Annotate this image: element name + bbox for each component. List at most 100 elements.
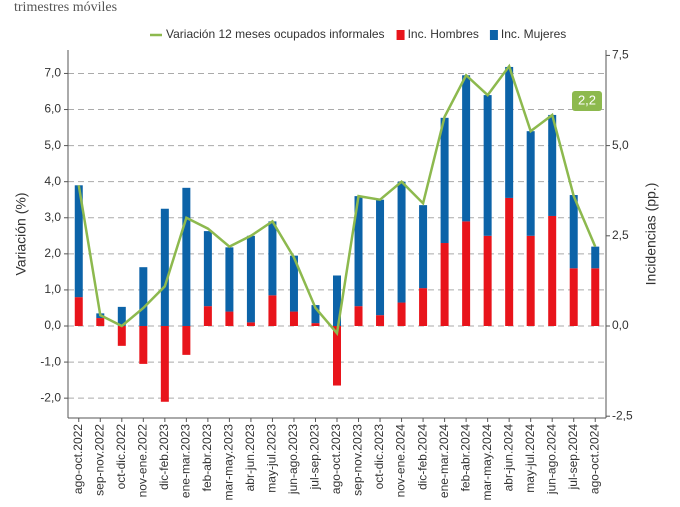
- bar: [117, 326, 126, 346]
- bar: [569, 195, 578, 269]
- x-tick-label: jun-ago.2024: [544, 424, 558, 495]
- bar: [397, 181, 406, 303]
- bar: [483, 95, 492, 236]
- x-tick-label: dic-feb.2023: [157, 424, 171, 490]
- bar: [333, 275, 341, 326]
- annotation: 2,2: [578, 92, 596, 107]
- bar: [246, 235, 255, 323]
- bar: [462, 221, 471, 326]
- bar: [268, 221, 277, 296]
- y-tick-label: 4,0: [44, 174, 61, 188]
- legend-label: Inc. Hombres: [408, 27, 479, 41]
- bar: [376, 315, 385, 326]
- bar: [505, 197, 514, 326]
- bar: [548, 114, 557, 216]
- bar: [354, 196, 363, 307]
- y-tick-label: 0,0: [44, 318, 61, 332]
- bar: [462, 75, 471, 222]
- bar: [160, 326, 169, 402]
- bar: [419, 205, 428, 289]
- bar: [182, 326, 191, 355]
- line: [77, 63, 597, 337]
- bar: [203, 231, 212, 307]
- y2-axis-label: Incidencias (pp.): [643, 183, 659, 286]
- bar: [182, 187, 191, 326]
- bar: [311, 305, 320, 324]
- legend-swatch: [396, 30, 405, 40]
- bar: [225, 311, 234, 326]
- x-tick-label: dic-feb.2024: [415, 424, 429, 490]
- bar: [333, 326, 341, 386]
- bar: [354, 306, 363, 326]
- y2-tick-label: 5,0: [612, 138, 629, 152]
- legend-label: Variación 12 meses ocupados informales: [166, 27, 385, 41]
- x-tick-label: nov-ene.2024: [394, 424, 408, 498]
- x-tick-label: sep-nov.2022: [92, 424, 106, 496]
- bar: [397, 302, 406, 326]
- x-tick-label: sep-nov.2023: [351, 424, 365, 496]
- bar: [505, 66, 514, 198]
- x-tick-label: ago-oct.2023: [329, 424, 343, 494]
- bar: [591, 246, 600, 269]
- chart-subtitle: trimestres móviles: [14, 0, 117, 15]
- x-tick-label: ago-oct.2022: [71, 424, 85, 494]
- bar: [96, 318, 105, 326]
- bar: [203, 306, 212, 326]
- y-tick-label: 2,0: [44, 246, 61, 260]
- y2-tick-label: -2,5: [612, 408, 633, 422]
- x-tick-label: ene-mar.2023: [179, 424, 193, 498]
- x-tick-label: feb-abr.2023: [200, 424, 214, 492]
- y2-tick-label: 2,5: [612, 228, 629, 242]
- bar: [526, 131, 535, 236]
- y-tick-label: 7,0: [44, 66, 61, 80]
- bar: [225, 247, 234, 312]
- y2-tick-label: 7,5: [612, 48, 629, 62]
- x-tick-label: jul-sep.2024: [566, 424, 580, 491]
- bar: [569, 268, 578, 326]
- x-tick-label: abr-jun.2024: [501, 424, 515, 492]
- bar: [74, 185, 83, 298]
- x-tick-label: oct-dic.2022: [114, 424, 128, 490]
- legend-label: Inc. Mujeres: [501, 27, 566, 41]
- x-tick-label: ago-oct.2024: [587, 424, 601, 494]
- bar: [440, 117, 449, 244]
- bar: [117, 306, 126, 326]
- y-tick-label: -1,0: [40, 354, 61, 368]
- bar: [419, 288, 428, 326]
- x-tick-label: abr-jun.2023: [243, 424, 257, 492]
- x-tick-label: oct-dic.2023: [372, 424, 386, 490]
- legend-swatch: [489, 30, 498, 40]
- bar: [160, 208, 169, 326]
- bar: [139, 267, 148, 326]
- bar: [289, 255, 298, 312]
- bar: [268, 295, 277, 326]
- x-tick-label: may-jul.2024: [523, 424, 537, 493]
- y-tick-label: 1,0: [44, 282, 61, 296]
- x-tick-label: ene-mar.2024: [437, 424, 451, 498]
- bar: [376, 199, 385, 316]
- bar: [311, 323, 320, 326]
- x-tick-label: nov-ene.2022: [135, 424, 149, 498]
- bar: [526, 235, 535, 326]
- bar: [289, 311, 298, 326]
- y2-tick-label: 0,0: [612, 318, 629, 332]
- x-tick-label: may-jul.2023: [265, 424, 279, 493]
- bar: [548, 215, 557, 326]
- y-tick-label: 5,0: [44, 138, 61, 152]
- x-tick-label: jul-sep.2023: [308, 424, 322, 491]
- bar: [591, 268, 600, 326]
- annotation-box: [572, 91, 602, 111]
- x-tick-label: feb-abr.2024: [458, 424, 472, 492]
- bar: [139, 326, 148, 364]
- y-tick-label: 3,0: [44, 210, 61, 224]
- y-tick-label: -2,0: [40, 390, 61, 404]
- y-tick-label: 6,0: [44, 102, 61, 116]
- bar: [440, 243, 449, 326]
- bar: [246, 322, 255, 326]
- x-tick-label: jun-ago.2023: [286, 424, 300, 495]
- bar: [483, 235, 492, 326]
- y-axis-label: Variación (%): [13, 193, 29, 276]
- x-tick-label: mar-may.2023: [222, 424, 236, 501]
- x-tick-label: mar-may.2024: [480, 424, 494, 501]
